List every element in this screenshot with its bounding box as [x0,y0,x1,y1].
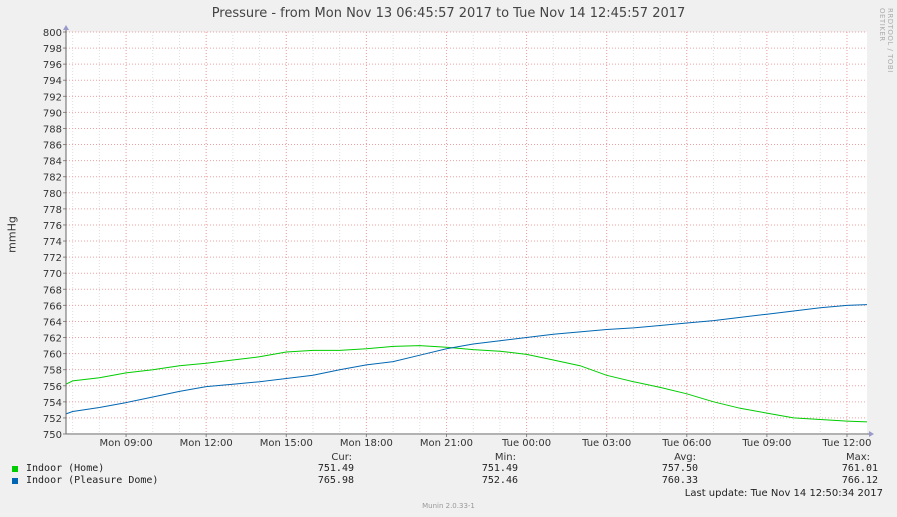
rrdtool-credit: RRDTOOL / TOBI OETIKER [878,8,894,73]
y-tick-label: 750 [43,430,62,441]
legend-row-dome: Indoor (Pleasure Dome) 765.98 752.46 760… [12,475,884,487]
x-tick-label: Tue 03:00 [581,438,631,449]
x-tick-label: Tue 00:00 [501,438,551,449]
home-avg: 757.50 [661,463,698,474]
legend-name-dome: Indoor (Pleasure Dome) [26,475,159,486]
x-axis-arrow [869,431,874,437]
y-tick-label: 790 [43,108,62,119]
y-tick-label: 788 [43,124,62,135]
y-tick-label: 756 [43,382,62,393]
header-cur: Cur: [331,452,352,463]
y-tick-label: 794 [43,76,62,87]
y-tick-label: 772 [43,253,62,264]
munin-version: Munin 2.0.33-1 [422,502,475,510]
x-tick-label: Mon 18:00 [340,438,393,449]
last-update: Last update: Tue Nov 14 12:50:34 2017 [684,488,883,499]
dome-max: 766.12 [841,475,878,486]
x-tick-label: Mon 09:00 [100,438,153,449]
dome-min: 752.46 [481,475,518,486]
home-cur: 751.49 [317,463,354,474]
x-tick-label: Mon 21:00 [420,438,473,449]
y-tick-label: 796 [43,60,62,71]
y-tick-label: 780 [43,189,62,200]
x-tick-label: Mon 15:00 [260,438,313,449]
y-tick-label: 792 [43,92,62,103]
dome-cur: 765.98 [317,475,354,486]
y-tick-label: 784 [43,157,62,168]
y-axis-label: mmHg [5,216,19,253]
x-tick-label: Tue 06:00 [661,438,711,449]
x-tick-label: Mon 12:00 [180,438,233,449]
y-tick-label: 770 [43,269,62,280]
legend-swatch-home [12,466,18,472]
y-tick-label: 754 [43,398,62,409]
x-tick-label: Tue 12:00 [821,438,871,449]
legend-row-home: Indoor (Home) 751.49 751.49 757.50 761.0… [12,463,884,475]
dome-avg: 760.33 [661,475,698,486]
y-tick-label: 778 [43,205,62,216]
legend-swatch-dome [12,478,18,484]
header-max: Max: [845,452,870,463]
y-tick-label: 800 [43,28,62,39]
home-min: 751.49 [481,463,518,474]
y-tick-label: 798 [43,44,62,55]
header-avg: Avg: [674,452,696,463]
y-tick-label: 762 [43,334,62,345]
y-tick-label: 758 [43,366,62,377]
y-axis-arrow [63,25,69,30]
series-line-1 [65,304,868,415]
y-tick-label: 782 [43,173,62,184]
series-line-0 [65,345,868,423]
y-tick-label: 752 [43,414,62,425]
y-tick-label: 774 [43,237,62,248]
y-tick-label: 764 [43,317,62,328]
plot-area [66,32,867,435]
home-max: 761.01 [841,463,878,474]
y-tick-label: 776 [43,221,62,232]
y-tick-label: 766 [43,301,62,312]
header-min: Min: [494,452,516,463]
legend-name-home: Indoor (Home) [26,463,105,474]
y-tick-label: 768 [43,285,62,296]
chart-title: Pressure - from Mon Nov 13 06:45:57 2017… [211,6,686,21]
y-tick-label: 786 [43,141,62,152]
legend: Indoor (Home) 751.49 751.49 757.50 761.0… [12,463,884,487]
x-tick-label: Tue 09:00 [741,438,791,449]
y-tick-label: 760 [43,350,62,361]
